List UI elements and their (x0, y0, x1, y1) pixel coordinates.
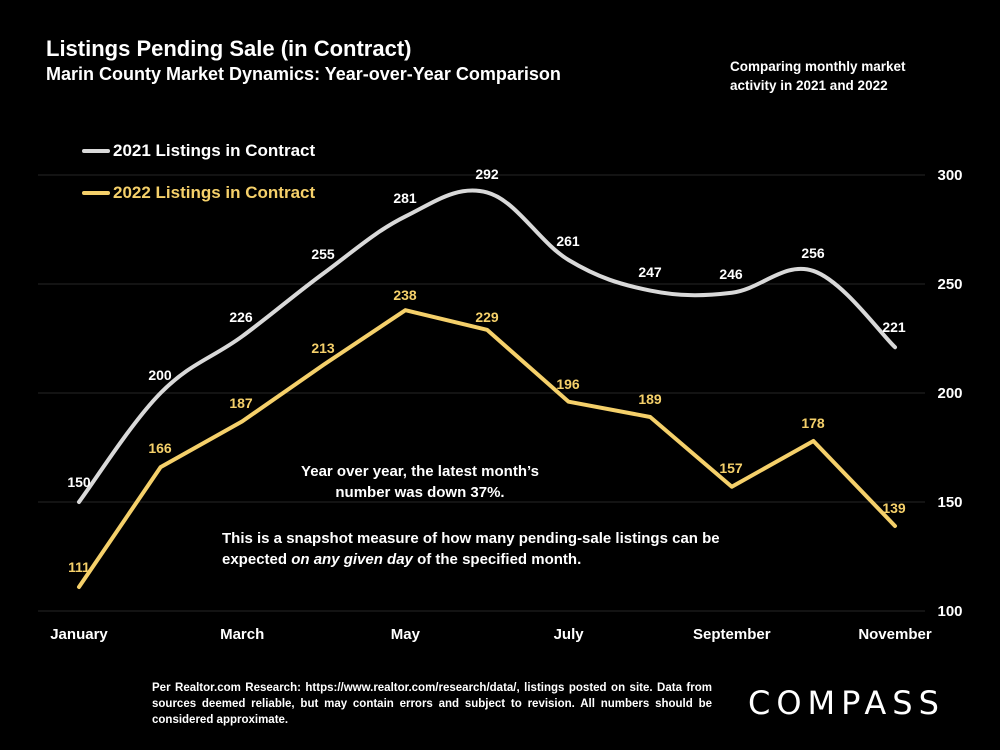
x-tick-label: September (693, 626, 771, 643)
data-label: 238 (393, 287, 417, 303)
snapshot-text-emphasis: on any given day (291, 551, 413, 568)
snapshot-annotation: This is a snapshot measure of how many p… (222, 528, 722, 570)
y-tick-label: 250 (937, 276, 962, 293)
legend-item-2022: 2022 Listings in Contract (82, 183, 315, 203)
side-note: Comparing monthly market activity in 202… (730, 59, 906, 93)
data-label: 187 (229, 395, 253, 411)
x-axis-ticks: January March May July September November (50, 626, 932, 643)
y-tick-label: 150 (937, 494, 962, 511)
data-label: 189 (638, 391, 662, 407)
data-label: 157 (719, 460, 743, 476)
data-label: 255 (311, 246, 335, 262)
series-lines (77, 188, 897, 590)
series-line-2022 (77, 308, 897, 590)
data-label: 166 (148, 440, 172, 456)
data-label: 256 (801, 245, 825, 261)
series-line-2021 (77, 188, 897, 504)
data-label: 246 (719, 266, 743, 282)
data-label: 281 (393, 190, 417, 206)
data-label: 111 (68, 559, 90, 575)
data-label: 200 (148, 367, 172, 383)
data-label: 139 (882, 500, 906, 516)
x-tick-label: July (554, 626, 585, 643)
chart-title: Listings Pending Sale (in Contract) (46, 36, 412, 61)
legend-item-2021: 2021 Listings in Contract (82, 141, 315, 161)
legend-swatch-2021 (82, 149, 110, 153)
x-tick-label: January (50, 626, 108, 643)
data-label: 229 (475, 309, 499, 325)
compass-logo: COMPASS (748, 684, 945, 722)
y-tick-label: 300 (937, 167, 962, 184)
snapshot-text-post: of the specified month. (412, 551, 582, 568)
data-label: 150 (67, 474, 91, 490)
snapshot-text-pre: This is a snapshot measure of how many p… (222, 530, 720, 568)
data-label: 196 (556, 376, 580, 392)
yoy-annotation: Year over year, the latest month’s numbe… (301, 463, 539, 501)
x-tick-label: March (220, 626, 264, 643)
x-tick-label: May (391, 626, 421, 643)
y-axis-ticks: 100 150 200 250 300 (937, 167, 962, 620)
x-tick-label: November (858, 626, 932, 643)
data-label: 226 (229, 309, 253, 325)
chart-subtitle: Marin County Market Dynamics: Year-over-… (46, 64, 561, 84)
y-tick-label: 100 (937, 603, 962, 620)
data-label: 247 (638, 264, 662, 280)
data-label: 292 (475, 166, 499, 182)
data-label: 261 (556, 233, 580, 249)
data-labels: 150 200 226 255 281 292 261 247 246 256 221 111 166 1… (67, 166, 906, 575)
legend-label-2021: 2021 Listings in Contract (113, 141, 316, 160)
data-label: 213 (311, 340, 335, 356)
gridlines (38, 174, 925, 612)
source-footnote: Per Realtor.com Research: https://www.re… (152, 682, 712, 726)
data-label: 178 (801, 415, 825, 431)
legend-label-2022: 2022 Listings in Contract (113, 183, 316, 202)
y-tick-label: 200 (937, 385, 962, 402)
data-label: 221 (882, 319, 906, 335)
legend-swatch-2022 (82, 191, 110, 195)
